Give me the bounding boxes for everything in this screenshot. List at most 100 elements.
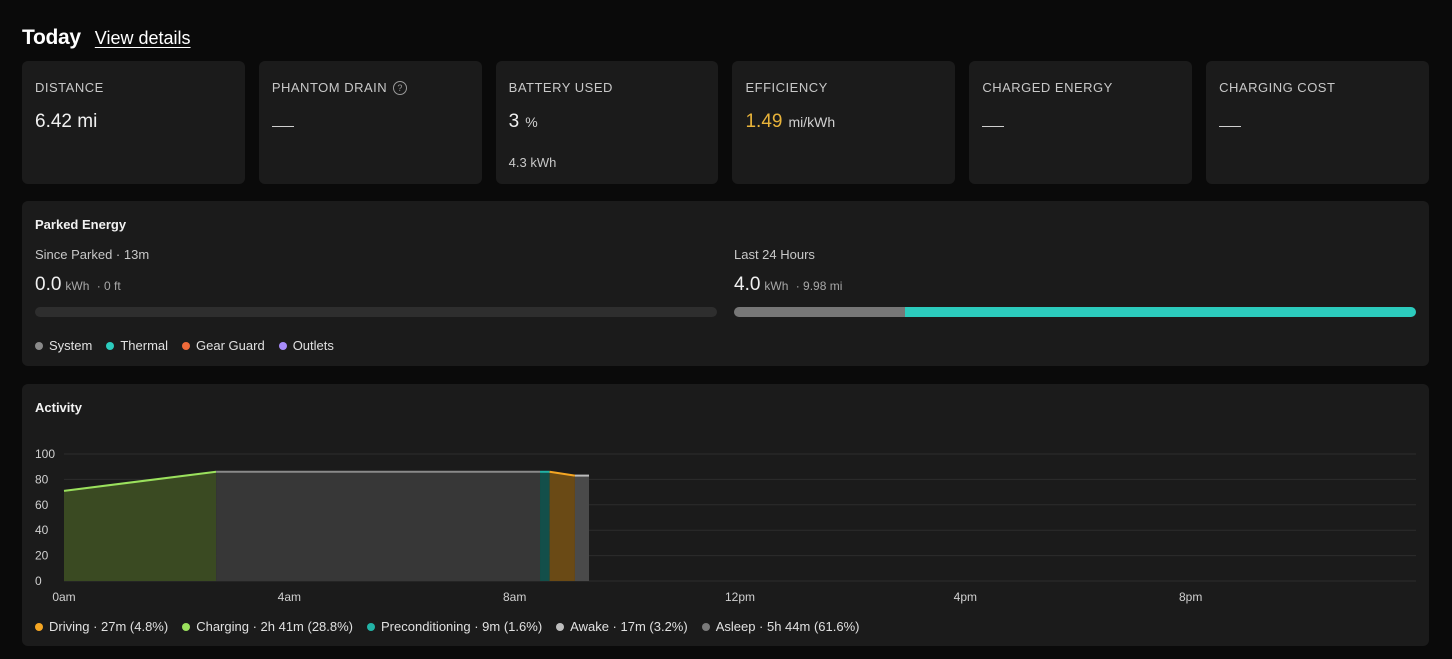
distance-value: 6.42 mi (35, 111, 98, 132)
stats-row: DISTANCE 6.42 mi PHANTOM DRAIN ? BATTERY… (22, 61, 1429, 184)
since-parked-section: Since Parked · 13m 0.0 kWh · 0 ft (35, 247, 717, 317)
activity-legend-label: Asleep · 5h 44m (61.6%) (715, 619, 860, 634)
parked-energy-title: Parked Energy (35, 217, 127, 232)
parked-legend-label: Thermal (120, 338, 169, 353)
y-tick-label: 100 (35, 447, 55, 461)
parked-legend-label: System (49, 338, 93, 353)
last-24-value-row: 4.0 kWh · 9.98 mi (734, 274, 1416, 296)
legend-dot-icon (701, 622, 710, 631)
activity-area-charging (64, 471, 217, 581)
x-tick-label: 4am (278, 590, 301, 604)
last-24-hours-section: Last 24 Hours 4.0 kWh · 9.98 mi (734, 247, 1416, 317)
parked-legend-label: Outlets (292, 338, 334, 353)
activity-legend-item: Preconditioning · 9m (1.6%) (367, 619, 542, 634)
legend-dot-icon (182, 622, 191, 631)
legend-dot-icon (35, 622, 43, 631)
last-24-distance: · 9.98 mi (795, 279, 843, 293)
distance-label: DISTANCE (35, 80, 104, 95)
x-tick-label: 8am (503, 590, 526, 604)
battery-used-number: 3 (508, 111, 520, 132)
activity-legend-label: Driving · 27m (4.8%) (49, 619, 169, 634)
question-circle-icon[interactable]: ? (393, 80, 408, 95)
activity-area-awake (574, 475, 590, 581)
phantom-drain-value (271, 111, 294, 133)
parked-energy-legend: System Thermal Gear Guard Outlets (35, 338, 334, 353)
charged-energy-value (982, 111, 1005, 133)
y-tick-label: 60 (35, 498, 49, 512)
legend-dot-icon (35, 341, 43, 350)
since-parked-value-row: 0.0 kWh · 0 ft (35, 274, 717, 296)
battery-used-label: BATTERY USED (508, 80, 613, 95)
activity-area-driving (549, 471, 575, 581)
efficiency-unit: mi/kWh (788, 114, 836, 130)
y-tick-label: 0 (35, 574, 42, 588)
legend-dot-icon (106, 341, 115, 350)
efficiency-card: EFFICIENCY 1.49 mi/kWh (732, 61, 956, 184)
x-tick-label: 0am (52, 590, 75, 604)
charging-cost-value (1219, 111, 1242, 133)
activity-legend: Driving · 27m (4.8%) Charging · 2h 41m (2… (35, 619, 859, 634)
activity-area-preconditioning (540, 471, 550, 581)
last-24-thermal-segment (904, 307, 1416, 317)
legend-dot-icon (556, 622, 565, 631)
phantom-drain-card: PHANTOM DRAIN ? (258, 61, 482, 184)
since-parked-distance: · 0 ft (96, 279, 121, 293)
since-parked-value: 0.0 (35, 274, 62, 295)
activity-area-asleep (216, 471, 541, 581)
x-tick-label: 4pm (954, 590, 977, 604)
page-title: Today (22, 26, 81, 49)
parked-energy-panel: Parked Energy Since Parked · 13m 0.0 kWh … (22, 201, 1429, 366)
parked-legend-item: Outlets (278, 338, 334, 353)
battery-used-unit: % (525, 114, 538, 130)
charged-energy-card: CHARGED ENERGY (969, 61, 1193, 184)
activity-panel: Activity 100 80 60 40 20 0 0am 4am 8am 12pm 4pm 8pm… (22, 384, 1429, 646)
activity-line-driving (549, 470, 576, 477)
last-24-caption: Last 24 Hours (734, 247, 815, 262)
since-parked-unit: kWh (65, 279, 90, 293)
charging-cost-card: CHARGING COST (1206, 61, 1429, 184)
last-24-unit: kWh (764, 279, 789, 293)
x-tick-label: 12pm (725, 590, 755, 604)
activity-legend-item: Charging · 2h 41m (28.8%) (182, 619, 353, 634)
parked-legend-item: Gear Guard (182, 338, 265, 353)
efficiency-label: EFFICIENCY (745, 80, 828, 95)
battery-used-value: 3% (509, 111, 538, 133)
phantom-drain-label: PHANTOM DRAIN (271, 80, 388, 95)
battery-used-energy: 4.3 kWh (508, 155, 557, 170)
activity-legend-item: Awake · 17m (3.2%) (556, 619, 688, 634)
distance-card: DISTANCE 6.42 mi (22, 61, 245, 184)
empty-dash (271, 125, 294, 127)
legend-dot-icon (278, 341, 287, 350)
since-parked-bar (35, 307, 717, 317)
legend-dot-icon (367, 622, 376, 631)
view-details-link[interactable]: View details (94, 28, 191, 48)
empty-dash (982, 125, 1005, 127)
page-header: Today View details (22, 26, 191, 50)
last-24-system-segment (734, 307, 905, 317)
parked-legend-item: Thermal (106, 338, 168, 353)
empty-dash (1219, 125, 1242, 127)
y-tick-label: 20 (35, 549, 49, 563)
activity-legend-label: Charging · 2h 41m (28.8%) (196, 619, 354, 634)
activity-legend-label: Awake · 17m (3.2%) (570, 619, 688, 634)
activity-chart: 100 80 60 40 20 0 0am 4am 8am 12pm 4pm 8pm (35, 447, 1416, 604)
parked-legend-item: System (35, 338, 92, 353)
activity-line-charging (63, 470, 217, 492)
parked-legend-label: Gear Guard (196, 338, 265, 353)
legend-dot-icon (182, 341, 191, 350)
x-tick-label: 8pm (1179, 590, 1202, 604)
y-tick-label: 80 (35, 472, 49, 486)
activity-legend-item: Asleep · 5h 44m (61.6%) (701, 619, 860, 634)
activity-title: Activity (35, 400, 82, 415)
last-24-bar (734, 307, 1416, 317)
battery-used-card: BATTERY USED 3% 4.3 kWh (495, 61, 719, 184)
efficiency-value: 1.49 mi/kWh (745, 111, 835, 133)
y-tick-label: 40 (35, 523, 49, 537)
efficiency-number: 1.49 (745, 111, 783, 132)
charging-cost-label: CHARGING COST (1219, 80, 1336, 95)
activity-legend-item: Driving · 27m (4.8%) (35, 619, 168, 634)
activity-legend-label: Preconditioning · 9m (1.6%) (381, 619, 543, 634)
phantom-drain-label-row: PHANTOM DRAIN ? (271, 80, 408, 95)
charged-energy-label: CHARGED ENERGY (982, 80, 1113, 95)
last-24-value: 4.0 (734, 274, 761, 295)
